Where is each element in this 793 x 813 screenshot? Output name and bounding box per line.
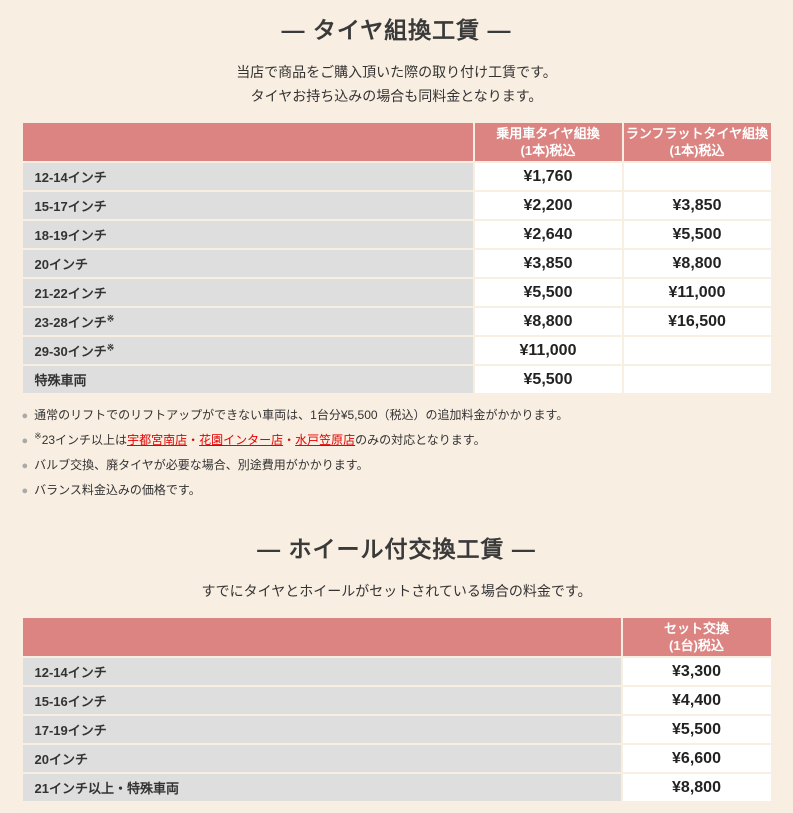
table-row: 15-16インチ ¥4,400 bbox=[20, 685, 773, 716]
table-row: 18-19インチ ¥2,640 ¥5,500 bbox=[20, 219, 773, 250]
price-cell: ¥16,500 bbox=[621, 306, 773, 337]
row-label-cell: 29-30インチ※ bbox=[20, 335, 475, 366]
store-link[interactable]: 水戸笠原店 bbox=[295, 433, 356, 447]
note-text: 23インチ以上は bbox=[41, 433, 128, 447]
note-text: バルブ交換、廃タイヤが必要な場合、別途費用がかかります。 bbox=[34, 458, 369, 472]
wheel-set-price-table: セット交換 (1台)税込 12-14インチ ¥3,300 15-16インチ ¥4,40… bbox=[20, 616, 773, 803]
table-row: 21インチ以上・特殊車両 ¥8,800 bbox=[20, 772, 773, 803]
column-header: 乗用車タイヤ組換 (1本)税込 bbox=[472, 121, 624, 163]
tire-mounting-price-table: 乗用車タイヤ組換 (1本)税込 ランフラットタイヤ組換 (1本)税込 12-14イ… bbox=[20, 121, 773, 395]
section-title: ― ホイール付交換工賃 ― bbox=[257, 536, 536, 562]
store-link[interactable]: 宇都宮南店 bbox=[127, 433, 188, 447]
bullet-icon: ● bbox=[21, 460, 29, 472]
table-head: セット交換 (1台)税込 bbox=[20, 616, 773, 658]
table-row: 23-28インチ※ ¥8,800 ¥16,500 bbox=[20, 306, 773, 337]
column-header: セット交換 (1台)税込 bbox=[620, 616, 773, 658]
table-row: 15-17インチ ¥2,200 ¥3,850 bbox=[20, 190, 773, 221]
table-head: 乗用車タイヤ組換 (1本)税込 ランフラットタイヤ組換 (1本)税込 bbox=[20, 121, 773, 163]
notes-list: ● 通常のリフトでのリフトアップができない車両は、1台分¥5,500（税込）の追加… bbox=[22, 403, 772, 503]
note-text: のみの対応となります。 bbox=[355, 433, 486, 447]
table-row: 29-30インチ※ ¥11,000 bbox=[20, 335, 773, 366]
description-line: タイヤお持ち込みの場合も同料金となります。 bbox=[250, 88, 543, 104]
note-text: 通常のリフトでのリフトアップができない車両は、1台分¥5,500（税込）の追加料… bbox=[34, 408, 569, 422]
table-row: 21-22インチ ¥5,500 ¥11,000 bbox=[20, 277, 773, 308]
row-label-cell: 21インチ以上・特殊車両 bbox=[20, 772, 623, 803]
dot-separator: ・ bbox=[187, 433, 200, 447]
row-label-cell: 12-14インチ bbox=[20, 656, 623, 687]
price-cell: ¥5,500 bbox=[472, 364, 624, 395]
row-label-cell: 17-19インチ bbox=[20, 714, 623, 745]
table-body: 12-14インチ ¥1,760 15-17インチ ¥2,200 ¥3,850 18-19イ… bbox=[20, 161, 773, 395]
table-row: 17-19インチ ¥5,500 bbox=[20, 714, 773, 745]
price-cell: ¥11,000 bbox=[472, 335, 624, 366]
price-cell bbox=[621, 161, 773, 192]
row-label-cell: 20インチ bbox=[20, 248, 475, 279]
price-cell: ¥1,760 bbox=[472, 161, 624, 192]
note-mark: ※ bbox=[34, 431, 42, 441]
table-row: 12-14インチ ¥1,760 bbox=[20, 161, 773, 192]
table-row: 20インチ ¥6,600 bbox=[20, 743, 773, 774]
row-label-cell: 15-17インチ bbox=[20, 190, 475, 221]
dot-separator: ・ bbox=[283, 433, 296, 447]
table-row: 特殊車両 ¥5,500 bbox=[20, 364, 773, 395]
column-header-blank bbox=[20, 616, 623, 658]
row-label-cell: 18-19インチ bbox=[20, 219, 475, 250]
price-cell: ¥8,800 bbox=[621, 248, 773, 279]
price-cell: ¥6,600 bbox=[620, 743, 773, 774]
note-item: ● 通常のリフトでのリフトアップができない車両は、1台分¥5,500（税込）の追加… bbox=[22, 403, 772, 428]
price-cell: ¥5,500 bbox=[621, 219, 773, 250]
description-line: 当店で商品をご購入頂いた際の取り付け工賃です。 bbox=[236, 64, 557, 80]
table-body: 12-14インチ ¥3,300 15-16インチ ¥4,400 17-19インチ ¥5,5… bbox=[20, 656, 773, 803]
description-line: すでにタイヤとホイールがセットされている場合の料金です。 bbox=[201, 583, 592, 599]
price-cell: ¥2,640 bbox=[472, 219, 624, 250]
note-mark: ※ bbox=[106, 342, 115, 353]
price-cell: ¥5,500 bbox=[472, 277, 624, 308]
page-title: ― タイヤ組換工賃 ― bbox=[281, 17, 512, 43]
note-mark: ※ bbox=[106, 313, 115, 324]
row-label-cell: 15-16インチ bbox=[20, 685, 623, 716]
price-cell: ¥3,300 bbox=[620, 656, 773, 687]
price-cell: ¥3,850 bbox=[472, 248, 624, 279]
note-text: バランス料金込みの価格です。 bbox=[34, 483, 201, 497]
column-header-blank bbox=[20, 121, 475, 163]
section-tire-mounting: ― タイヤ組換工賃 ― 当店で商品をご購入頂いた際の取り付け工賃です。 タイヤお持… bbox=[0, 11, 793, 503]
price-cell bbox=[621, 335, 773, 366]
row-label-cell: 21-22インチ bbox=[20, 277, 475, 308]
bullet-icon: ● bbox=[21, 410, 29, 422]
row-label-cell: 12-14インチ bbox=[20, 161, 475, 192]
price-cell bbox=[621, 364, 773, 395]
price-cell: ¥4,400 bbox=[620, 685, 773, 716]
header-row: 乗用車タイヤ組換 (1本)税込 ランフラットタイヤ組換 (1本)税込 bbox=[20, 121, 773, 163]
price-cell: ¥8,800 bbox=[472, 306, 624, 337]
section-description: すでにタイヤとホイールがセットされている場合の料金です。 bbox=[0, 579, 793, 603]
header-row: セット交換 (1台)税込 bbox=[20, 616, 773, 658]
column-header: ランフラットタイヤ組換 (1本)税込 bbox=[621, 121, 773, 163]
price-cell: ¥8,800 bbox=[620, 772, 773, 803]
price-cell: ¥11,000 bbox=[621, 277, 773, 308]
table-row: 12-14インチ ¥3,300 bbox=[20, 656, 773, 687]
row-label-cell: 特殊車両 bbox=[20, 364, 475, 395]
bullet-icon: ● bbox=[21, 435, 29, 447]
bullet-icon: ● bbox=[21, 485, 29, 497]
table-row: 20インチ ¥3,850 ¥8,800 bbox=[20, 248, 773, 279]
note-item: ● バランス料金込みの価格です。 bbox=[22, 478, 772, 503]
note-item: ● バルブ交換、廃タイヤが必要な場合、別途費用がかかります。 bbox=[22, 453, 772, 478]
note-item: ● ※23インチ以上は宇都宮南店・花園インター店・水戸笠原店のみの対応となります。 bbox=[22, 428, 772, 453]
section-description: 当店で商品をご購入頂いた際の取り付け工賃です。 タイヤお持ち込みの場合も同料金とな… bbox=[0, 60, 793, 108]
row-label-cell: 23-28インチ※ bbox=[20, 306, 475, 337]
price-cell: ¥3,850 bbox=[621, 190, 773, 221]
price-cell: ¥5,500 bbox=[620, 714, 773, 745]
store-link[interactable]: 花園インター店 bbox=[199, 433, 284, 447]
price-cell: ¥2,200 bbox=[472, 190, 624, 221]
section-wheel-set-exchange: ― ホイール付交換工賃 ― すでにタイヤとホイールがセットされている場合の料金で… bbox=[0, 530, 793, 803]
row-label-cell: 20インチ bbox=[20, 743, 623, 774]
